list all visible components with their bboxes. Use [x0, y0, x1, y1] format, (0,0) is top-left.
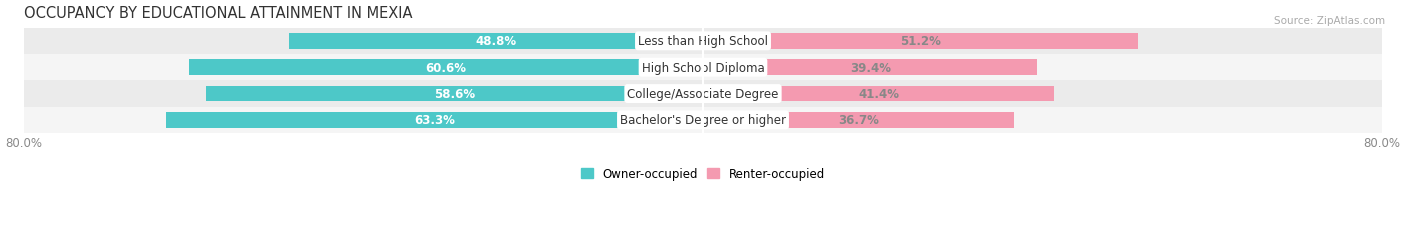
Bar — [24, 29, 1382, 55]
Bar — [205, 86, 703, 102]
Text: 63.3%: 63.3% — [413, 114, 454, 127]
Bar — [24, 55, 1382, 81]
Bar — [24, 81, 1382, 107]
Text: 36.7%: 36.7% — [838, 114, 879, 127]
Bar — [24, 107, 1382, 134]
Text: Source: ZipAtlas.com: Source: ZipAtlas.com — [1274, 16, 1385, 26]
Text: High School Diploma: High School Diploma — [641, 61, 765, 74]
Bar — [703, 112, 1015, 128]
Text: 58.6%: 58.6% — [434, 88, 475, 101]
Bar — [166, 112, 703, 128]
Text: 60.6%: 60.6% — [426, 61, 467, 74]
Text: OCCUPANCY BY EDUCATIONAL ATTAINMENT IN MEXIA: OCCUPANCY BY EDUCATIONAL ATTAINMENT IN M… — [24, 6, 412, 21]
Bar — [703, 34, 1137, 49]
Text: 41.4%: 41.4% — [858, 88, 900, 101]
Legend: Owner-occupied, Renter-occupied: Owner-occupied, Renter-occupied — [576, 163, 830, 185]
Bar — [188, 60, 703, 76]
Text: 51.2%: 51.2% — [900, 35, 941, 48]
Text: Bachelor's Degree or higher: Bachelor's Degree or higher — [620, 114, 786, 127]
Text: 48.8%: 48.8% — [475, 35, 516, 48]
Bar — [288, 34, 703, 49]
Text: 39.4%: 39.4% — [849, 61, 890, 74]
Bar — [703, 60, 1038, 76]
Text: Less than High School: Less than High School — [638, 35, 768, 48]
Bar — [703, 86, 1054, 102]
Text: College/Associate Degree: College/Associate Degree — [627, 88, 779, 101]
